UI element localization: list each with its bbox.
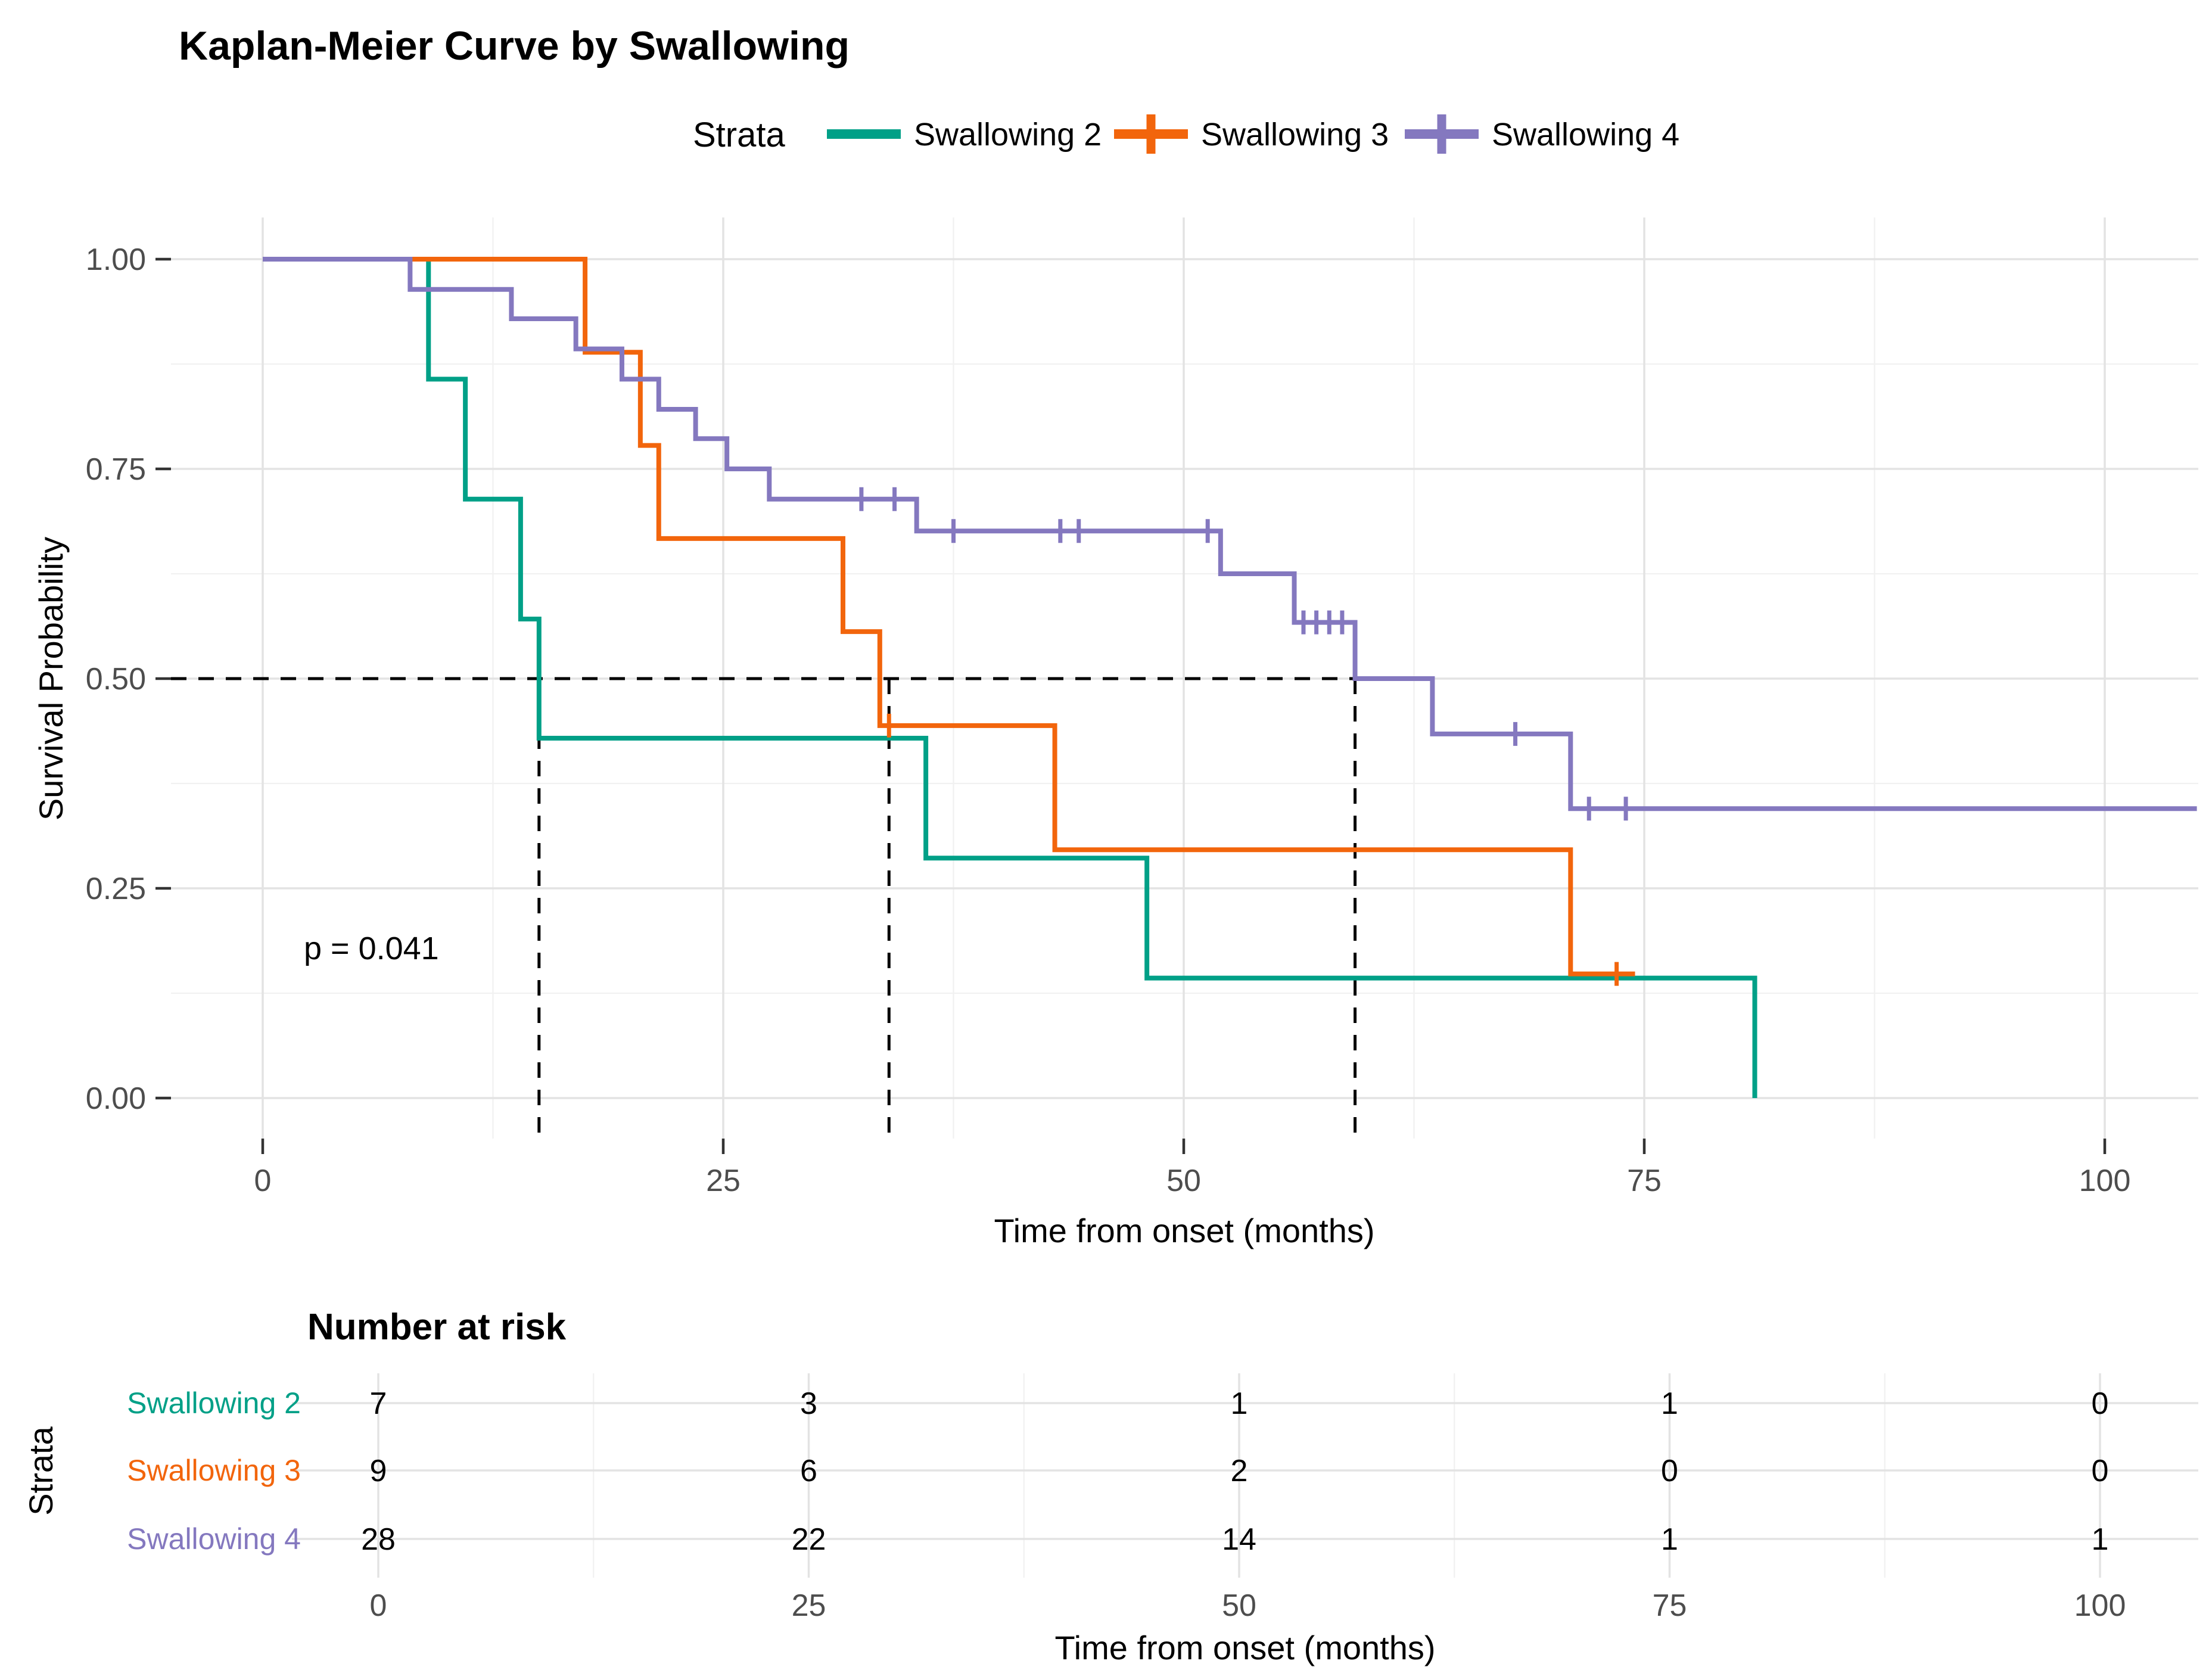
axis-tick-marks — [155, 257, 2107, 1154]
risk-count: 0 — [1661, 1454, 1678, 1488]
main-plot-gridlines — [171, 217, 2198, 1139]
risk-count: 6 — [800, 1454, 817, 1488]
risk-table-title: Number at risk — [307, 1307, 567, 1348]
x-tick-label: 75 — [1627, 1164, 1662, 1198]
table-x-tick-label: 0 — [370, 1588, 387, 1623]
legend-item-label: Swallowing 4 — [1492, 117, 1679, 153]
y-axis-title: Survival Probability — [32, 537, 70, 820]
x-tick-label: 100 — [2079, 1164, 2131, 1198]
table-x-tick-label: 75 — [1653, 1588, 1687, 1623]
risk-count: 3 — [800, 1386, 817, 1421]
km-curve-swallowing-3 — [263, 257, 1635, 977]
median-reference-dashed-lines — [171, 677, 1357, 1139]
risk-table-gridlines — [292, 1373, 2198, 1578]
p-value-annotation: p = 0.041 — [304, 931, 439, 966]
y-tick-label: 0.00 — [86, 1081, 146, 1116]
risk-count: 7 — [370, 1386, 387, 1421]
y-tick-label: 0.75 — [86, 452, 146, 487]
risk-count: 1 — [1661, 1522, 1678, 1557]
risk-count: 9 — [370, 1454, 387, 1488]
legend-title: Strata — [693, 116, 785, 154]
risk-count: 14 — [1222, 1522, 1256, 1557]
risk-table-strata-axis-label: Strata — [22, 1426, 60, 1515]
table-x-tick-label: 25 — [792, 1588, 826, 1623]
risk-table-values: Swallowing 2 7 3 1 1 0 Swallowing 3 9 6 2 0 0 Swallo… — [127, 1386, 2126, 1623]
legend-item-label: Swallowing 3 — [1201, 117, 1389, 153]
risk-table-x-axis-title: Time from onset (months) — [1055, 1629, 1436, 1666]
risk-count: 2 — [1231, 1454, 1248, 1488]
km-curve-swallowing-2 — [263, 257, 1757, 1098]
x-tick-label: 50 — [1166, 1164, 1201, 1198]
legend-keys: Swallowing 2 Swallowing 3 Swallowing 4 — [827, 114, 1679, 154]
risk-count: 0 — [2092, 1386, 2109, 1421]
survival-curves — [263, 257, 2197, 1098]
y-tick-label: 0.25 — [86, 872, 146, 906]
risk-row-label-swallowing-4: Swallowing 4 — [127, 1522, 301, 1556]
x-tick-label: 0 — [254, 1164, 272, 1198]
risk-count: 1 — [1231, 1386, 1248, 1421]
y-tick-label: 1.00 — [86, 242, 146, 277]
axis-tick-labels: 0 25 50 75 100 1.00 0.75 0.50 0.25 0.00 — [86, 242, 2131, 1198]
table-x-tick-label: 50 — [1222, 1588, 1256, 1623]
plot-title: Kaplan-Meier Curve by Swallowing — [179, 23, 850, 69]
table-x-tick-label: 100 — [2074, 1588, 2126, 1623]
risk-count: 0 — [2092, 1454, 2109, 1488]
risk-count: 1 — [1661, 1386, 1678, 1421]
y-tick-label: 0.50 — [86, 662, 146, 696]
risk-row-label-swallowing-2: Swallowing 2 — [127, 1386, 301, 1420]
km-curve-swallowing-4 — [263, 257, 2197, 811]
risk-count: 22 — [792, 1522, 826, 1557]
x-axis-title: Time from onset (months) — [994, 1212, 1375, 1249]
risk-count: 28 — [361, 1522, 396, 1557]
risk-count: 1 — [2092, 1522, 2109, 1557]
risk-row-label-swallowing-3: Swallowing 3 — [127, 1454, 301, 1487]
x-tick-label: 25 — [706, 1164, 741, 1198]
legend-item-label: Swallowing 2 — [914, 117, 1102, 153]
